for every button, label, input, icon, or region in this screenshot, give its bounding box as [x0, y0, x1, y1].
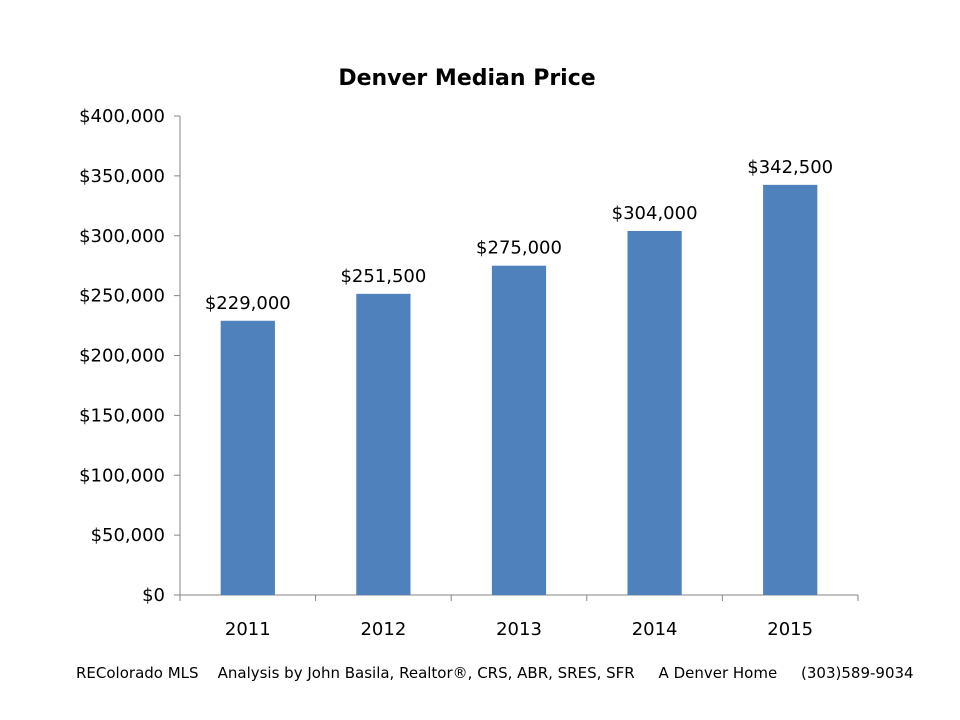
y-tick-label: $150,000: [79, 405, 165, 426]
y-tick-label: $250,000: [79, 286, 165, 307]
x-tick-label-2013: 2013: [496, 619, 542, 640]
y-tick-label: $100,000: [79, 465, 165, 486]
y-tick-label: $300,000: [79, 226, 165, 247]
x-tick-label-2015: 2015: [767, 619, 813, 640]
y-tick-label: $400,000: [79, 106, 165, 127]
bar-2012: [356, 293, 411, 595]
data-label-2013: $275,000: [476, 238, 562, 259]
y-tick-label: $0: [142, 585, 165, 606]
x-tick-label-2011: 2011: [225, 619, 271, 640]
plot-area: $0 $50,000 $100,000 $150,000 $200,000 $250,00…: [79, 106, 859, 640]
footer-credits: REColorado MLS Analysis by John Basila, …: [76, 664, 914, 682]
bar-2015: [763, 184, 818, 595]
data-label-2011: $229,000: [205, 293, 291, 314]
y-tick-label: $50,000: [91, 525, 165, 546]
bar-2011: [220, 320, 275, 595]
y-tick-label: $350,000: [79, 166, 165, 187]
bar-2014: [627, 230, 682, 595]
data-label-2015: $342,500: [747, 157, 833, 178]
bar-2013: [491, 265, 547, 595]
x-tick-label-2014: 2014: [632, 619, 678, 640]
data-label-2012: $251,500: [340, 266, 426, 287]
x-tick-label-2012: 2012: [360, 619, 406, 640]
chart-title: Denver Median Price: [338, 66, 595, 91]
y-tick-label: $200,000: [79, 346, 165, 367]
data-label-2014: $304,000: [612, 203, 698, 224]
